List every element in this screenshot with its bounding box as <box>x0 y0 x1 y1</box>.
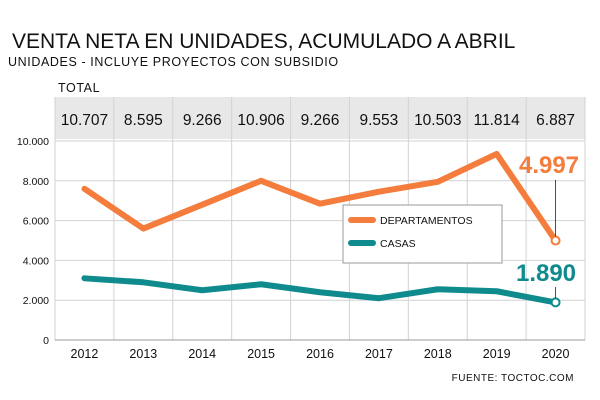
total-value: 10.503 <box>414 112 461 129</box>
x-axis: 2012 2013 2014 2015 2016 2017 2018 2019 2020 <box>71 347 570 361</box>
y-tick-label: 8.000 <box>23 176 49 188</box>
totals-band <box>55 97 585 139</box>
total-value: 10.906 <box>237 112 284 129</box>
x-tick-label: 2014 <box>188 347 216 361</box>
grid <box>54 97 586 341</box>
legend-box <box>342 204 503 264</box>
x-tick-label: 2017 <box>365 347 393 361</box>
y-axis: 0 2.000 4.000 6.000 8.000 10.000 <box>17 136 49 347</box>
callout-casas: 1.890 <box>516 260 576 287</box>
callout-departamentos: 4.997 <box>519 152 579 179</box>
totals-row: 10.707 8.595 9.266 10.906 9.266 9.553 10.503 11… <box>61 112 575 129</box>
x-tick-label: 2013 <box>129 347 157 361</box>
y-tick-label: 4.000 <box>23 255 49 267</box>
total-value: 8.595 <box>124 112 163 129</box>
x-tick-label: 2012 <box>71 347 99 361</box>
total-value: 6.887 <box>536 112 575 129</box>
callouts: 4.997 1.890 <box>516 152 579 299</box>
total-value: 11.814 <box>474 112 521 129</box>
legend-label: CASAS <box>380 238 416 250</box>
y-tick-label: 0 <box>43 335 49 347</box>
total-value: 10.707 <box>61 112 108 129</box>
total-value: 9.266 <box>183 112 222 129</box>
end-marker-departamentos <box>550 235 561 246</box>
y-tick-label: 2.000 <box>23 295 49 307</box>
x-tick-label: 2015 <box>247 347 275 361</box>
end-marker-casas <box>550 297 561 308</box>
y-tick-label: 6.000 <box>23 216 49 228</box>
x-tick-label: 2020 <box>542 347 570 361</box>
x-tick-label: 2019 <box>483 347 511 361</box>
source-note: FUENTE: TOCTOC.COM <box>452 373 574 384</box>
chart-subtitle: UNIDADES - INCLUYE PROYECTOS CON SUBSIDI… <box>8 55 339 69</box>
total-value: 9.553 <box>359 112 398 129</box>
legend-label: DEPARTAMENTOS <box>380 215 473 227</box>
series-lines <box>81 150 561 308</box>
legend: DEPARTAMENTOS CASAS <box>342 204 503 264</box>
y-tick-label: 10.000 <box>17 136 49 148</box>
x-tick-label: 2018 <box>424 347 452 361</box>
chart-title: VENTA NETA EN UNIDADES, ACUMULADO A ABRI… <box>12 30 515 53</box>
series-line-casas <box>81 275 559 306</box>
total-label: TOTAL <box>58 81 100 95</box>
total-value: 9.266 <box>301 112 340 129</box>
x-tick-label: 2016 <box>306 347 334 361</box>
series-line-departamentos <box>81 150 559 244</box>
